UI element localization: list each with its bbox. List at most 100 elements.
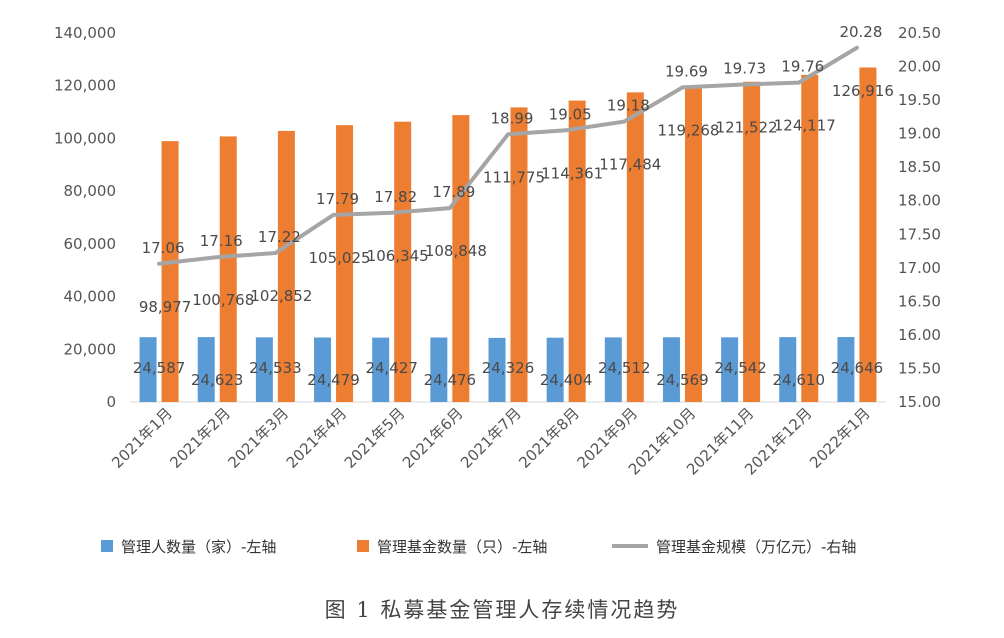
bar-funds: [510, 107, 528, 402]
x-axis-tick-label: 2021年3月: [225, 404, 293, 472]
data-label-managers: 24,533: [249, 359, 302, 377]
bar-funds: [336, 125, 354, 402]
x-axis-tick-label: 2021年1月: [108, 404, 176, 472]
data-label-scale: 17.79: [316, 190, 359, 208]
bar-managers: [604, 337, 622, 402]
left-axis: 0 20,000 40,000 60,000 80,000 100,000 120,000 1…: [54, 24, 116, 411]
data-label-scale: 19.05: [549, 105, 592, 123]
bar-managers: [139, 337, 157, 402]
data-label-scale: 17.22: [258, 228, 301, 246]
data-label-funds: 100,768: [192, 291, 254, 309]
bar-managers: [837, 337, 855, 402]
data-label-scale: 20.28: [839, 23, 882, 41]
data-label-scale: 17.82: [374, 188, 417, 206]
figure-caption: 图 1 私募基金管理人存续情况趋势: [325, 598, 680, 622]
legend-label-managers: 管理人数量（家）-左轴: [121, 538, 276, 556]
data-label-scale: 19.73: [723, 60, 766, 78]
data-label-scale: 17.16: [200, 232, 243, 250]
right-axis-tick-label: 18.00: [898, 192, 941, 210]
line-data-labels: 17.06 17.16 17.22 17.79 17.82 17.89 18.99 19.05…: [142, 23, 883, 257]
x-axis-tick-label: 2021年8月: [515, 404, 583, 472]
bar-funds: [684, 87, 702, 403]
left-axis-tick-label: 40,000: [64, 288, 117, 306]
right-axis-tick-label: 16.00: [898, 326, 941, 344]
data-label-scale: 19.18: [607, 97, 650, 115]
right-axis-tick-label: 20.50: [898, 24, 941, 42]
right-axis-tick-label: 18.50: [898, 158, 941, 176]
bar-series: [139, 67, 877, 403]
legend-swatch-managers: [101, 540, 113, 552]
x-axis: 2021年1月2021年2月2021年3月2021年4月2021年5月2021年…: [108, 404, 874, 478]
data-label-managers: 24,404: [540, 371, 593, 389]
right-axis: 15.00 15.50 16.00 16.50 17.00 17.50 18.00 18.50…: [898, 24, 941, 411]
line-scale: [157, 45, 859, 266]
right-axis-tick-label: 15.50: [898, 359, 941, 377]
bar-managers: [430, 337, 448, 402]
x-axis-tick-label: 2022年1月: [806, 404, 874, 472]
data-label-funds: 119,268: [657, 121, 719, 139]
line-series: [157, 45, 859, 266]
data-label-managers: 24,427: [365, 359, 418, 377]
bar-funds: [219, 136, 237, 402]
data-label-scale: 19.76: [781, 58, 824, 76]
data-label-managers: 24,326: [482, 359, 535, 377]
data-label-funds: 108,848: [425, 242, 487, 260]
bar-funds: [801, 74, 819, 403]
legend-label-scale: 管理基金规模（万亿元）-右轴: [656, 538, 856, 556]
bar-funds: [394, 121, 412, 403]
legend-label-funds: 管理基金数量（只）-左轴: [377, 538, 547, 556]
data-label-funds: 105,025: [309, 249, 371, 267]
left-axis-tick-label: 80,000: [64, 182, 117, 200]
bar-funds: [277, 130, 295, 403]
bar-funds: [568, 100, 586, 402]
x-axis-tick-label: 2021年4月: [283, 404, 351, 472]
bar-funds: [743, 81, 761, 402]
data-label-funds: 106,345: [367, 247, 429, 265]
data-label-managers: 24,587: [133, 359, 186, 377]
x-axis-tick-label: 2021年2月: [166, 404, 234, 472]
legend: 管理人数量（家）-左轴 管理基金数量（只）-左轴 管理基金规模（万亿元）-右轴: [101, 538, 856, 556]
data-label-scale: 17.06: [142, 239, 185, 257]
data-label-funds: 121,522: [716, 119, 778, 137]
data-label-managers: 24,479: [307, 371, 360, 389]
x-axis-tick-label: 2021年6月: [399, 404, 467, 472]
bar-funds: [161, 141, 179, 402]
data-label-funds: 124,117: [774, 117, 836, 135]
bar-managers: [662, 337, 680, 402]
right-axis-tick-label: 17.00: [898, 259, 941, 277]
right-axis-tick-label: 19.00: [898, 125, 941, 143]
data-label-managers: 24,569: [656, 371, 709, 389]
left-axis-tick-label: 60,000: [64, 235, 117, 253]
left-axis-tick-label: 0: [106, 393, 116, 411]
bar-managers: [721, 337, 739, 402]
bar-funds: [859, 67, 877, 402]
data-label-funds: 126,916: [832, 82, 894, 100]
bar-managers: [197, 337, 215, 402]
data-label-scale: 17.89: [432, 183, 475, 201]
x-axis-tick-label: 2021年7月: [457, 404, 525, 472]
bar-data-labels: 24,587 98,977 24,623 100,768 24,533 102,852 24…: [133, 82, 894, 389]
right-axis-tick-label: 15.00: [898, 393, 941, 411]
data-label-funds: 117,484: [599, 156, 661, 174]
data-label-funds: 98,977: [139, 298, 192, 316]
data-label-managers: 24,623: [191, 371, 244, 389]
bar-managers: [314, 337, 332, 402]
bar-funds: [626, 92, 644, 403]
right-axis-tick-label: 17.50: [898, 225, 941, 243]
right-axis-tick-label: 16.50: [898, 292, 941, 310]
data-label-managers: 24,610: [773, 371, 826, 389]
left-axis-tick-label: 140,000: [54, 24, 116, 42]
data-label-funds: 114,361: [541, 164, 603, 182]
x-axis-tick-label: 2021年5月: [341, 404, 409, 472]
right-axis-tick-label: 20.00: [898, 58, 941, 76]
bar-managers: [546, 337, 564, 402]
data-label-scale: 18.99: [491, 109, 534, 127]
bar-managers: [372, 337, 390, 402]
left-axis-tick-label: 20,000: [64, 340, 117, 358]
legend-swatch-funds: [357, 540, 369, 552]
data-label-managers: 24,512: [598, 359, 651, 377]
data-label-funds: 111,775: [483, 168, 545, 186]
bar-managers: [779, 337, 797, 402]
bar-managers: [488, 337, 506, 402]
